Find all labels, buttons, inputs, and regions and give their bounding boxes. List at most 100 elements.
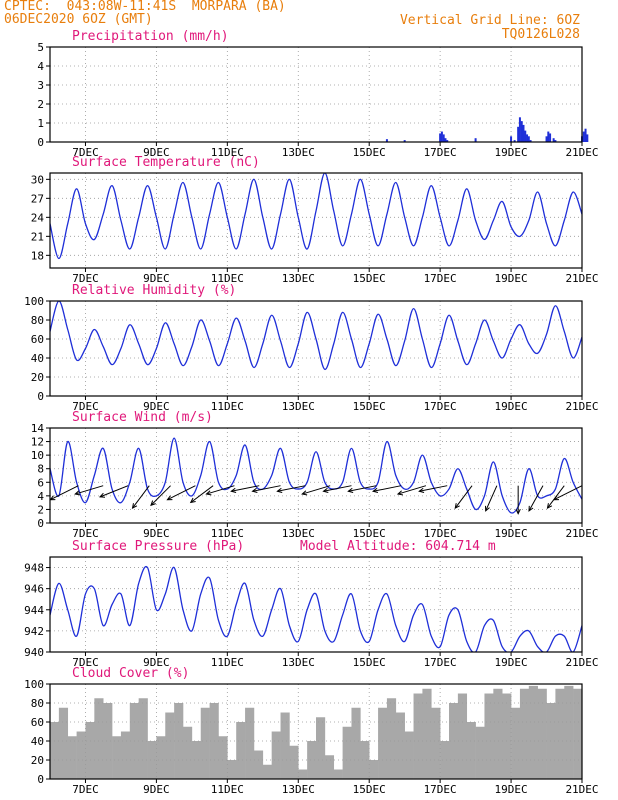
precip-bar xyxy=(527,136,530,142)
x-tick-label: 7DEC xyxy=(72,272,99,285)
panel-5: Surface Pressure (hPa) Model Altitude: 60… xyxy=(24,539,598,669)
x-tick-label: 15DEC xyxy=(353,400,386,413)
cloud-bar xyxy=(546,703,556,779)
cloud-bar xyxy=(564,685,574,779)
wind-arrow xyxy=(396,485,427,496)
x-tick-label: 9DEC xyxy=(143,527,170,540)
wind-arrow xyxy=(371,485,402,494)
cloud-bar xyxy=(50,722,60,779)
cloud-bar xyxy=(218,736,228,779)
wind-arrow xyxy=(454,485,473,509)
cloud-bar xyxy=(431,707,441,779)
x-tick-label: 13DEC xyxy=(282,783,315,796)
y-tick-label: 0 xyxy=(37,773,44,786)
cloud-bar xyxy=(94,698,104,779)
wind-arrow xyxy=(347,485,377,494)
panel-3: Relative Humidity (%) 0 20 40 60 80 100 7DEC 9DE… xyxy=(24,283,598,413)
cloud-bar xyxy=(422,688,432,779)
precip-bar xyxy=(522,124,525,142)
x-tick-label: 19DEC xyxy=(495,527,528,540)
y-tick-label: 12 xyxy=(31,436,44,449)
series-line xyxy=(50,565,582,652)
cloud-bar xyxy=(67,736,77,779)
cloud-bar xyxy=(413,693,423,779)
y-tick-label: 3 xyxy=(37,79,44,92)
y-tick-label: 946 xyxy=(24,583,44,596)
y-tick-label: 6 xyxy=(37,476,44,489)
precip-bar xyxy=(446,140,449,142)
panel-title: Precipitation (mm/h) xyxy=(72,29,229,44)
panel-frame xyxy=(49,172,583,269)
wind-arrow xyxy=(98,485,129,498)
precip-bar xyxy=(524,130,527,142)
x-tick-label: 7DEC xyxy=(72,146,99,159)
y-tick-label: 21 xyxy=(31,230,44,243)
cloud-bar xyxy=(493,688,503,779)
precip-bar xyxy=(529,140,532,142)
cloud-bar xyxy=(191,741,202,779)
precip-bar xyxy=(554,140,557,142)
y-tick-label: 5 xyxy=(37,41,44,54)
panel-frame xyxy=(49,683,583,780)
cloud-bar xyxy=(85,722,95,779)
precip-bar xyxy=(510,136,513,142)
x-tick-label: 13DEC xyxy=(282,656,315,669)
panel-frame xyxy=(49,300,583,397)
x-tick-label: 11DEC xyxy=(211,656,244,669)
cloud-bar xyxy=(360,741,370,779)
x-tick-label: 19DEC xyxy=(495,656,528,669)
y-tick-label: 8 xyxy=(37,463,44,476)
y-tick-label: 80 xyxy=(31,314,44,327)
y-tick-label: 2 xyxy=(37,98,44,111)
x-tick-label: 17DEC xyxy=(424,527,457,540)
cloud-bar xyxy=(253,750,264,779)
x-tick-label: 21DEC xyxy=(565,272,598,285)
wind-arrow xyxy=(205,485,235,496)
panel-1: Precipitation (mm/h) 0 1 2 3 4 5 7DEC 9DEC 11DEC 1… xyxy=(37,29,598,159)
panel-annotation: Model Altitude: 604.714 m xyxy=(300,539,496,554)
cloud-bar xyxy=(298,769,308,779)
panel-frame xyxy=(49,46,583,143)
cloud-bar xyxy=(440,741,450,779)
panel-title: Surface Wind (m/s) xyxy=(72,410,213,425)
x-tick-label: 21DEC xyxy=(565,146,598,159)
precip-bar xyxy=(545,136,548,142)
x-tick-label: 21DEC xyxy=(565,527,598,540)
x-tick-label: 11DEC xyxy=(211,146,244,159)
x-tick-label: 7DEC xyxy=(72,656,99,669)
x-tick-label: 17DEC xyxy=(424,400,457,413)
x-tick-label: 15DEC xyxy=(353,783,386,796)
x-tick-label: 19DEC xyxy=(495,146,528,159)
precip-bar xyxy=(520,121,523,142)
precip-bar xyxy=(385,139,388,142)
x-tick-label: 17DEC xyxy=(424,783,457,796)
precip-bar xyxy=(518,117,521,142)
precip-bar xyxy=(439,133,442,142)
x-tick-label: 11DEC xyxy=(211,783,244,796)
y-tick-label: 100 xyxy=(24,678,44,691)
wind-arrow xyxy=(485,485,498,512)
x-tick-label: 21DEC xyxy=(565,783,598,796)
cloud-bar xyxy=(457,693,468,779)
x-tick-label: 9DEC xyxy=(143,272,170,285)
cloud-bar xyxy=(200,707,210,779)
panel-6: Cloud Cover (%) 0 20 40 60 80 100 7DEC 9DEC 11DEC… xyxy=(24,666,598,796)
y-tick-label: 940 xyxy=(24,646,44,659)
y-tick-label: 0 xyxy=(37,390,44,403)
x-tick-label: 15DEC xyxy=(353,656,386,669)
y-tick-label: 0 xyxy=(37,517,44,530)
cloud-bar xyxy=(138,698,148,779)
y-tick-label: 60 xyxy=(31,716,44,729)
cloud-bar xyxy=(395,712,405,779)
wind-arrow xyxy=(276,485,306,494)
y-tick-label: 14 xyxy=(31,422,45,435)
precip-bar xyxy=(442,134,445,142)
cloud-bar xyxy=(342,726,352,779)
cloud-bar xyxy=(280,712,290,779)
cloud-bar xyxy=(386,698,397,779)
x-tick-label: 9DEC xyxy=(143,783,170,796)
wind-arrow xyxy=(552,485,583,501)
wind-arrow xyxy=(131,485,150,509)
y-tick-label: 10 xyxy=(31,449,44,462)
x-tick-label: 17DEC xyxy=(424,656,457,669)
